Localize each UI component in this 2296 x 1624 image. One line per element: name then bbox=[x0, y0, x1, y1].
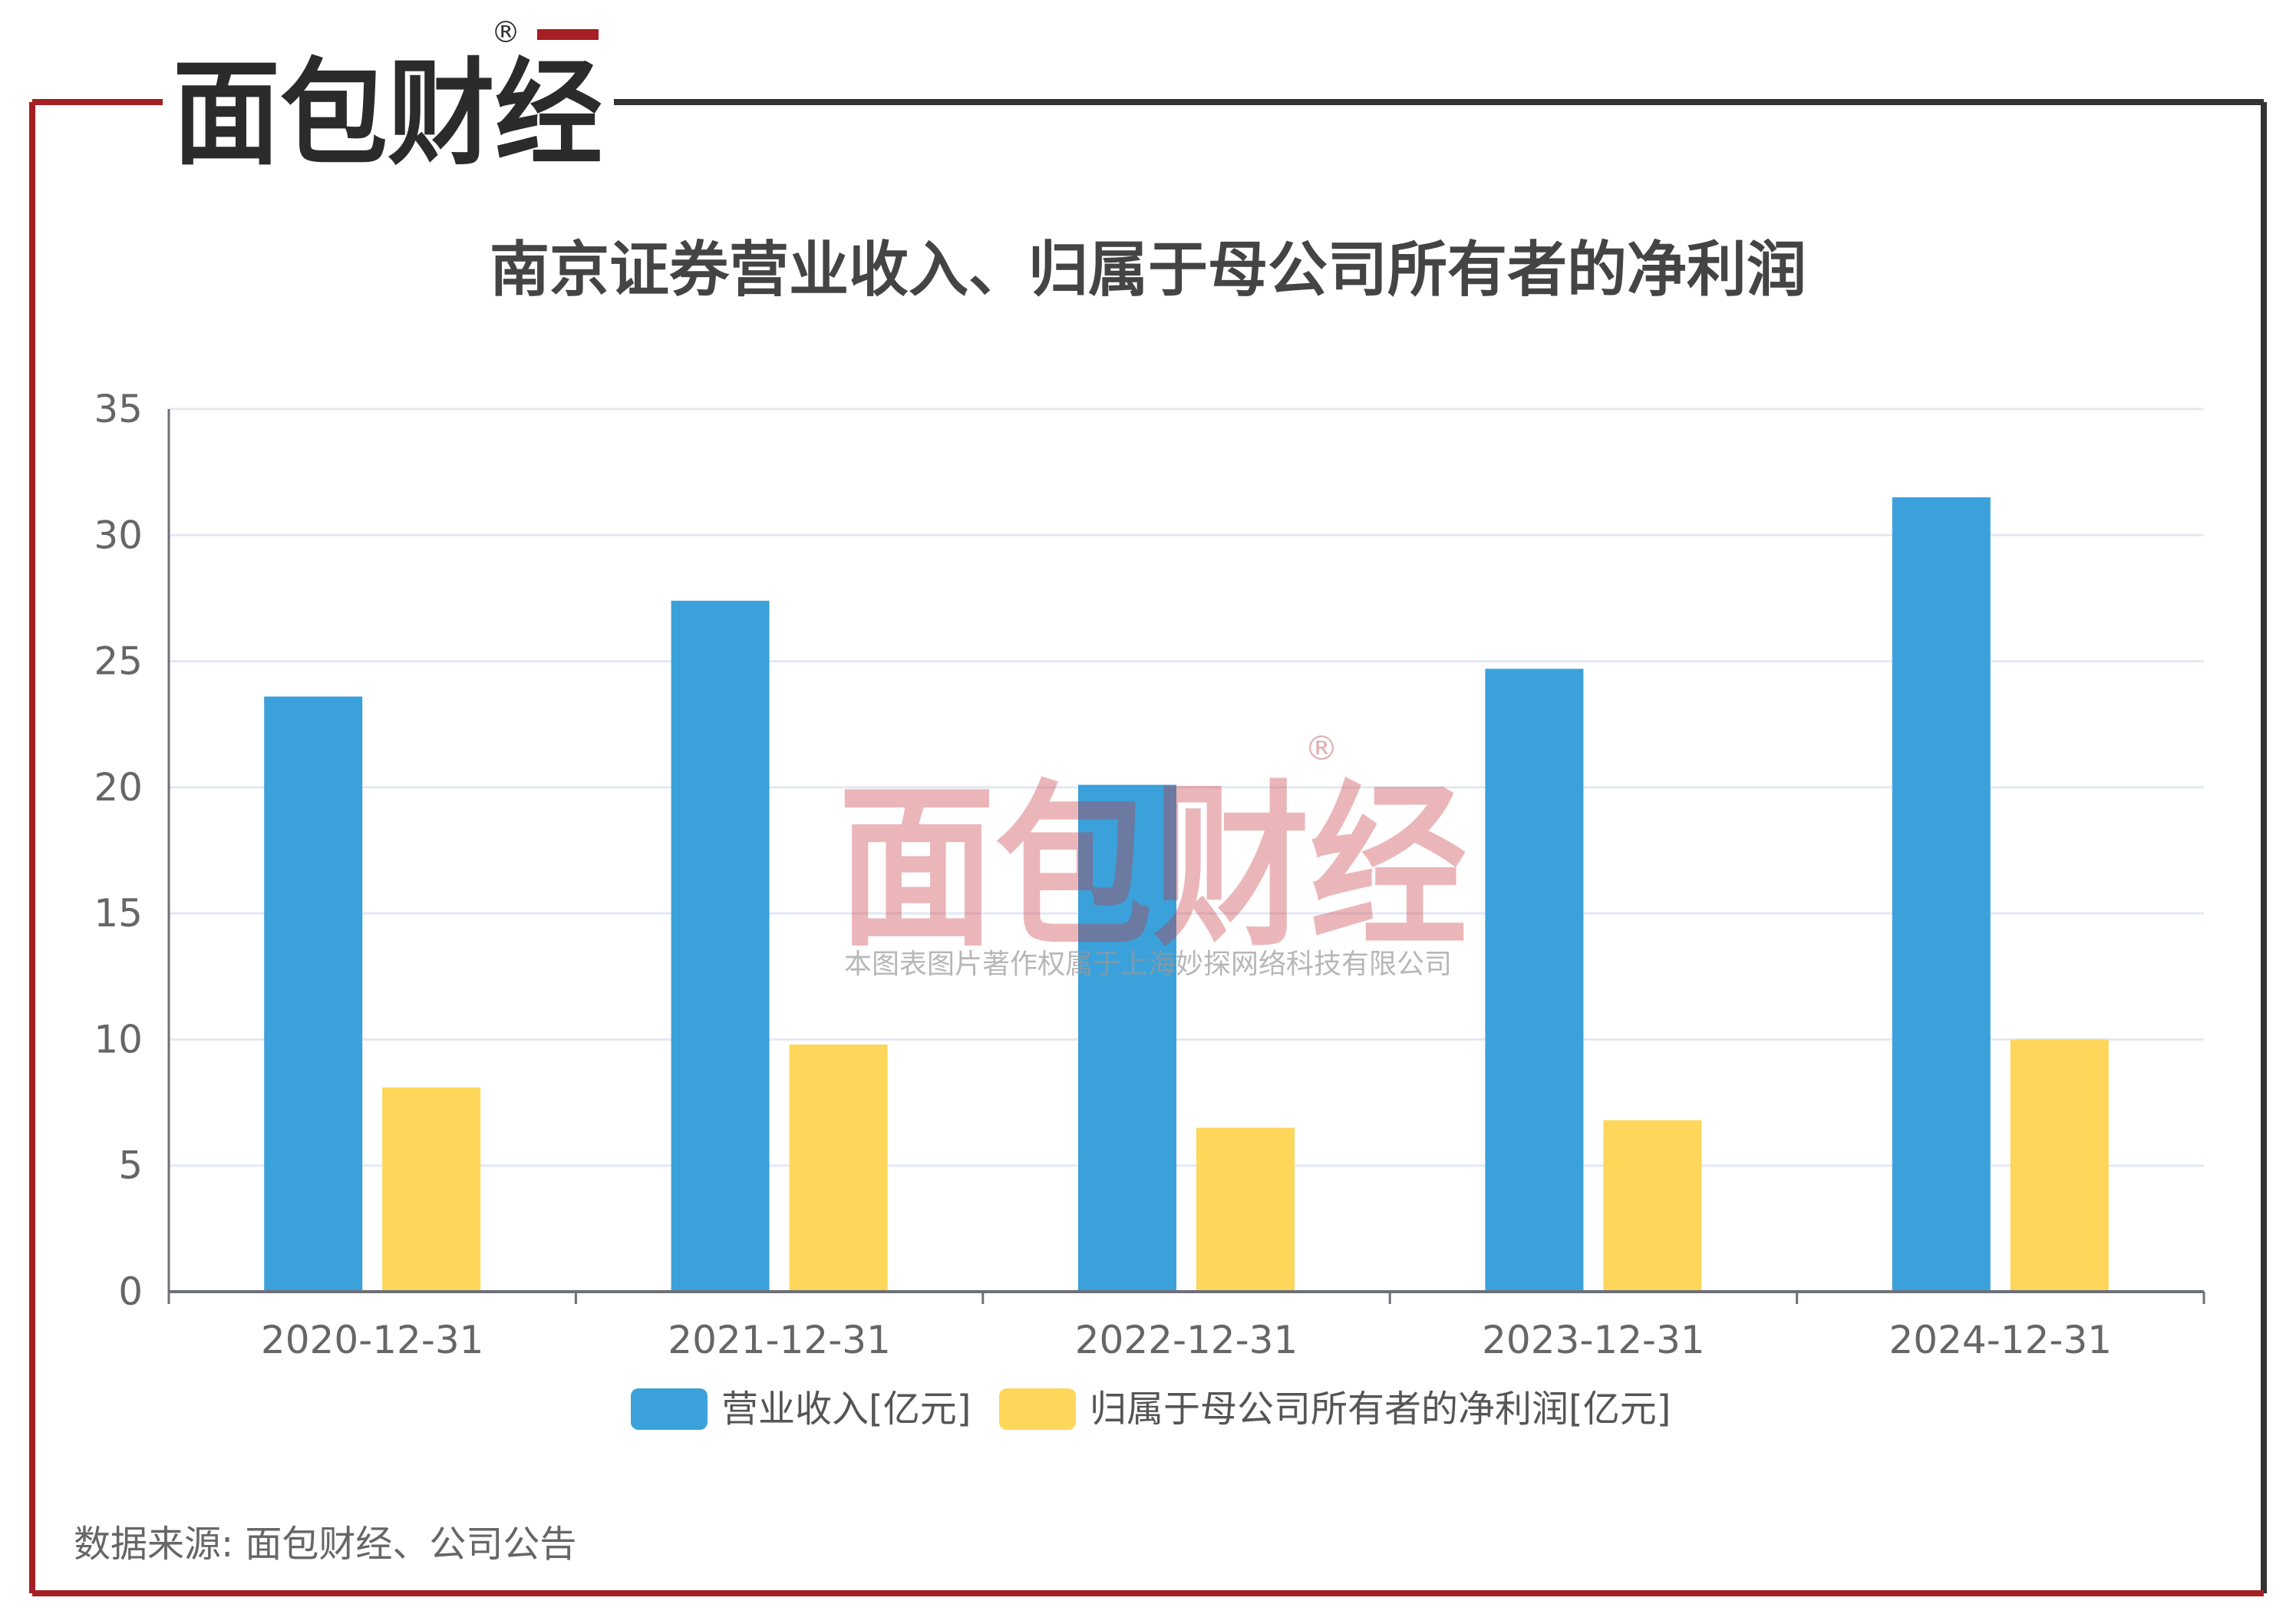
watermark: 面包财经 ® bbox=[838, 729, 1467, 971]
x-tick-label: 2023-12-31 bbox=[1482, 1318, 1705, 1362]
bar-net-profit bbox=[382, 1087, 481, 1292]
y-tick-label: 5 bbox=[118, 1144, 143, 1188]
bar-net-profit bbox=[1603, 1120, 1702, 1292]
y-tick-label: 30 bbox=[94, 513, 143, 557]
legend-swatch-revenue bbox=[631, 1388, 708, 1430]
y-tick-label: 15 bbox=[94, 891, 143, 936]
bars-layer bbox=[264, 497, 2109, 1292]
legend: 营业收入[亿元] 归属于母公司所有者的净利润[亿元] bbox=[631, 1388, 1671, 1431]
bar-net-profit bbox=[2010, 1039, 2109, 1292]
bar-net-profit bbox=[1196, 1127, 1295, 1292]
y-axis: 0 5 10 15 20 25 30 35 bbox=[94, 387, 170, 1314]
bar-net-profit bbox=[789, 1045, 888, 1292]
x-tick-label: 2021-12-31 bbox=[668, 1318, 891, 1362]
watermark-registered-mark: ® bbox=[1305, 729, 1338, 768]
chart-title: 南京证券营业收入、归属于母公司所有者的净利润 bbox=[490, 236, 1806, 305]
legend-label-revenue: 营业收入[亿元] bbox=[721, 1388, 971, 1431]
brand-registered-mark: ® bbox=[491, 15, 520, 49]
x-tick-label: 2020-12-31 bbox=[261, 1318, 484, 1362]
x-tick-label: 2024-12-31 bbox=[1889, 1318, 2113, 1362]
source-note: 数据来源: 面包财经、公司公告 bbox=[74, 1523, 576, 1566]
brand-logo: 面包财经 ® bbox=[173, 15, 602, 181]
y-tick-label: 10 bbox=[94, 1017, 143, 1061]
y-tick-label: 35 bbox=[94, 387, 143, 431]
x-axis: 2020-12-31 2021-12-31 2022-12-31 2023-12-31… bbox=[167, 1290, 2205, 1362]
bar-revenue bbox=[1078, 784, 1176, 1292]
brand-logo-text: 面包财经 bbox=[173, 48, 602, 181]
x-tick-label: 2022-12-31 bbox=[1075, 1318, 1298, 1362]
bar-revenue bbox=[671, 600, 770, 1292]
legend-label-net-profit: 归属于母公司所有者的净利润[亿元] bbox=[1090, 1388, 1671, 1431]
legend-swatch-net-profit bbox=[999, 1388, 1076, 1430]
y-tick-label: 20 bbox=[94, 765, 143, 810]
y-tick-label: 0 bbox=[118, 1269, 143, 1314]
bar-revenue bbox=[1485, 668, 1584, 1292]
y-tick-label: 25 bbox=[94, 639, 143, 684]
watermark-copyright: 本图表图片著作权属于上海妙探网络科技有限公司 bbox=[844, 949, 1452, 980]
watermark-logo-text: 面包财经 bbox=[838, 766, 1467, 971]
grid-layer bbox=[169, 408, 2204, 1167]
bar-revenue bbox=[264, 696, 363, 1292]
bar-revenue bbox=[1892, 497, 1991, 1292]
